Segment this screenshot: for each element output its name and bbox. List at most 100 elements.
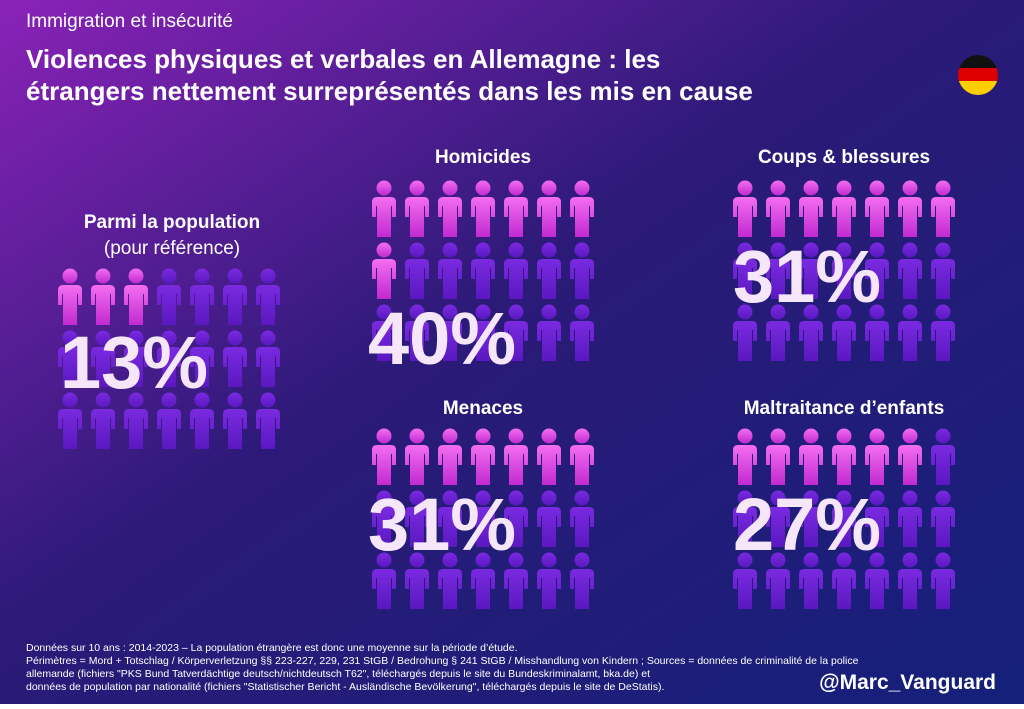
icon-head <box>574 428 590 444</box>
icon-body <box>256 347 280 387</box>
icon-head <box>128 392 144 408</box>
icon-body <box>438 445 462 485</box>
person-icon <box>91 330 115 387</box>
person-icon <box>91 392 115 449</box>
icon-head <box>409 428 425 444</box>
icon-body <box>537 445 561 485</box>
icon-body <box>865 197 889 237</box>
icon-head <box>836 552 852 568</box>
person-icon <box>832 304 856 361</box>
person-icon <box>766 242 790 299</box>
icon-body <box>471 445 495 485</box>
icon-head <box>260 330 276 346</box>
icon-head <box>935 242 951 258</box>
person-icon <box>405 552 429 609</box>
icon-body <box>124 409 148 449</box>
icon-body <box>832 321 856 361</box>
icon-body <box>865 507 889 547</box>
icon-body <box>405 445 429 485</box>
icon-head <box>935 180 951 196</box>
person-icon <box>799 552 823 609</box>
icon-body <box>570 445 594 485</box>
icon-head <box>770 180 786 196</box>
icon-body <box>471 259 495 299</box>
icon-body <box>898 569 922 609</box>
title-line: Violences physiques et verbales en Allem… <box>26 44 660 74</box>
footnote: Périmètres = Mord + Totschlag / Körperve… <box>26 655 859 667</box>
icon-head <box>95 392 111 408</box>
person-icon-highlighted <box>733 428 757 485</box>
icon-head <box>803 180 819 196</box>
icon-head <box>161 268 177 284</box>
percent-label: 31% <box>368 483 516 566</box>
person-icon <box>931 304 955 361</box>
icon-head <box>128 268 144 284</box>
icon-body <box>157 347 181 387</box>
icon-head <box>737 180 753 196</box>
person-icon <box>799 490 823 547</box>
person-icon <box>405 304 429 361</box>
icon-head <box>508 180 524 196</box>
icon-head <box>737 242 753 258</box>
person-icon <box>766 304 790 361</box>
icon-body <box>372 259 396 299</box>
icon-body <box>256 409 280 449</box>
icon-body <box>256 285 280 325</box>
person-icon <box>898 304 922 361</box>
icon-body <box>537 321 561 361</box>
icon-head <box>935 490 951 506</box>
icon-head <box>541 552 557 568</box>
icon-head <box>376 552 392 568</box>
footnote: données de population par nationalité (f… <box>26 681 664 693</box>
person-icon-highlighted <box>570 180 594 237</box>
icon-head <box>737 490 753 506</box>
person-icon <box>570 242 594 299</box>
person-icon <box>157 392 181 449</box>
person-icon-highlighted <box>438 428 462 485</box>
icon-body <box>190 347 214 387</box>
icon-body <box>58 409 82 449</box>
icon-head <box>227 268 243 284</box>
person-icon-highlighted <box>537 180 561 237</box>
person-icon-highlighted <box>471 180 495 237</box>
person-icon <box>405 242 429 299</box>
icon-body <box>471 197 495 237</box>
person-icon <box>124 392 148 449</box>
icon-body <box>865 259 889 299</box>
icon-body <box>537 507 561 547</box>
icon-head <box>541 180 557 196</box>
person-icon <box>157 330 181 387</box>
person-icon <box>537 490 561 547</box>
icon-body <box>898 321 922 361</box>
icon-head <box>869 304 885 320</box>
icon-head <box>803 242 819 258</box>
icon-body <box>766 569 790 609</box>
person-icon <box>504 304 528 361</box>
person-icon <box>832 552 856 609</box>
icon-body <box>537 259 561 299</box>
person-icon-highlighted <box>438 180 462 237</box>
person-icon <box>471 242 495 299</box>
person-icon <box>733 304 757 361</box>
icon-head <box>935 552 951 568</box>
person-icon-highlighted <box>58 268 82 325</box>
person-icon-highlighted <box>471 428 495 485</box>
icon-body <box>372 507 396 547</box>
person-icon <box>898 242 922 299</box>
person-icon <box>223 330 247 387</box>
person-icon <box>931 242 955 299</box>
person-icon <box>799 304 823 361</box>
icon-body <box>504 321 528 361</box>
person-icon <box>733 552 757 609</box>
icon-head <box>260 392 276 408</box>
icon-head <box>770 552 786 568</box>
icon-body <box>832 197 856 237</box>
person-icon-highlighted <box>799 428 823 485</box>
icon-head <box>409 490 425 506</box>
icon-head <box>836 304 852 320</box>
icon-head <box>803 552 819 568</box>
person-icon <box>438 242 462 299</box>
author-handle: @Marc_Vanguard <box>819 671 996 694</box>
icon-body <box>799 259 823 299</box>
